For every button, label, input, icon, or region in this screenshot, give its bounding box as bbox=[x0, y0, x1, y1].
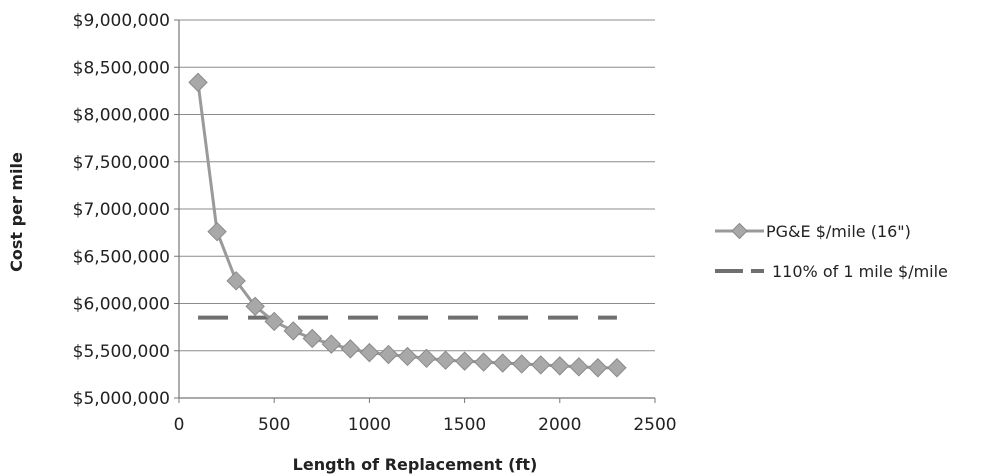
x-tick-label: 1500 bbox=[443, 415, 486, 435]
x-tick-label: 2500 bbox=[633, 415, 676, 435]
series-pge-point bbox=[454, 351, 475, 371]
series-pge-point bbox=[226, 271, 246, 291]
y-axis-ticks: $5,000,000 $5,500,000 $6,000,000 $6,500,000… bbox=[73, 11, 179, 409]
legend-label-pge: PG&E $/mile (16") bbox=[766, 222, 911, 241]
y-axis-title: Cost per mile bbox=[7, 152, 26, 272]
series-pge-point bbox=[207, 221, 227, 242]
series-pge-point bbox=[512, 354, 532, 374]
legend-item-pge: PG&E $/mile (16") bbox=[715, 222, 911, 241]
y-tick-label: $7,500,000 bbox=[73, 153, 170, 173]
legend-swatch-pge-marker bbox=[731, 222, 748, 240]
series-pge-point bbox=[264, 311, 284, 332]
series-pge-point bbox=[340, 339, 361, 359]
y-tick-label: $9,000,000 bbox=[73, 11, 170, 31]
series-layer bbox=[188, 72, 627, 378]
y-tick-label: $6,000,000 bbox=[73, 295, 170, 315]
series-pge-point bbox=[607, 358, 627, 378]
series-pge-point bbox=[188, 72, 208, 93]
series-pge-point bbox=[473, 352, 494, 372]
x-axis-title: Length of Replacement (ft) bbox=[293, 455, 538, 474]
x-axis-ticks: 0 500 1000 1500 2000 2500 bbox=[174, 398, 677, 435]
series-pge-point bbox=[531, 355, 551, 375]
legend: PG&E $/mile (16") 110% of 1 mile $/mile bbox=[715, 222, 948, 281]
x-tick-label: 2000 bbox=[538, 415, 581, 435]
x-tick-label: 1000 bbox=[348, 415, 391, 435]
series-pge-point bbox=[588, 358, 608, 378]
series-pge-point bbox=[378, 344, 399, 365]
y-tick-label: $8,500,000 bbox=[73, 58, 170, 78]
series-pge-point bbox=[321, 334, 342, 354]
series-pge-point bbox=[397, 346, 418, 367]
y-tick-label: $5,000,000 bbox=[73, 389, 170, 409]
series-pge-point bbox=[492, 353, 513, 373]
y-tick-label: $7,000,000 bbox=[73, 200, 170, 220]
series-pge-point bbox=[245, 296, 265, 317]
legend-label-110pct: 110% of 1 mile $/mile bbox=[772, 262, 948, 281]
series-pge-point bbox=[569, 357, 589, 377]
x-tick-label: 0 bbox=[174, 415, 185, 435]
x-tick-label: 500 bbox=[258, 415, 290, 435]
series-pge-point bbox=[359, 342, 380, 363]
series-pge-point bbox=[416, 348, 437, 369]
y-tick-label: $6,500,000 bbox=[73, 247, 170, 267]
series-pge-line bbox=[196, 82, 617, 370]
series-pge-point bbox=[283, 321, 303, 341]
series-pge-point bbox=[550, 356, 570, 376]
y-tick-label: $8,000,000 bbox=[73, 106, 170, 126]
legend-item-110pct: 110% of 1 mile $/mile bbox=[715, 262, 948, 281]
series-pge-point bbox=[302, 328, 322, 349]
y-tick-label: $5,500,000 bbox=[73, 342, 170, 362]
series-pge-point bbox=[435, 350, 456, 370]
